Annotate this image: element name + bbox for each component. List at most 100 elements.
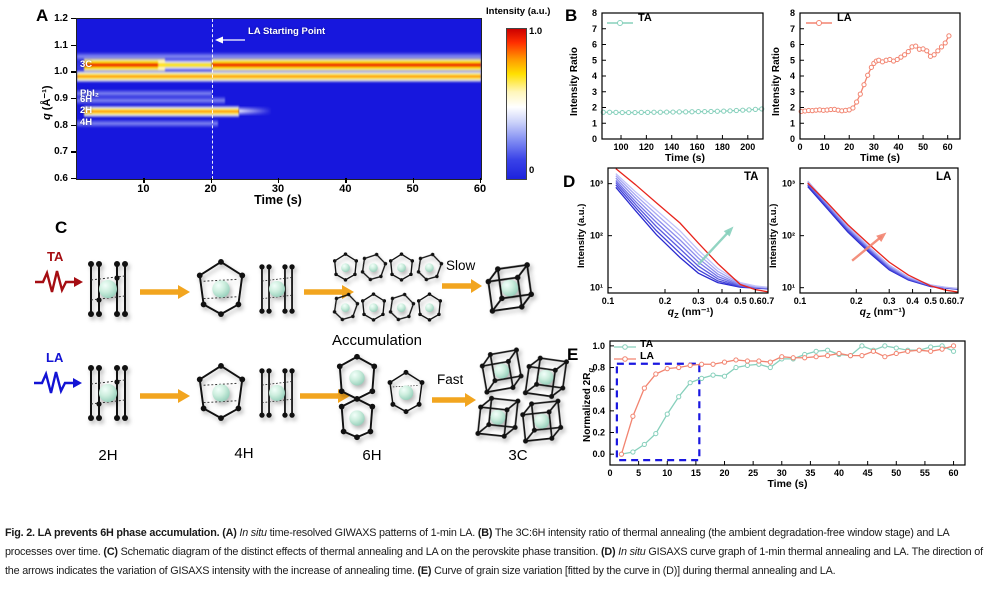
data-point (721, 359, 728, 365)
y-tick-label: 1 (790, 118, 795, 128)
x-tick-label: 5 (636, 468, 641, 478)
circle (368, 263, 378, 273)
chart-frame (799, 167, 959, 294)
a-x-tick-label: 20 (204, 183, 217, 195)
trend-arrow (697, 230, 731, 266)
x-tick-label: 120 (639, 142, 654, 152)
y-tick-label: 2 (592, 103, 597, 113)
heatmap-band (77, 118, 219, 128)
x-tick-label: 10 (662, 468, 672, 478)
circle (438, 299, 443, 303)
chart-b-ta: 100 120 140 160 180 200 0 1 2 3 4 5 6 7 8 (592, 8, 765, 152)
data-point (744, 358, 751, 364)
data-point (893, 350, 899, 357)
circle (490, 409, 506, 425)
circle (515, 398, 521, 404)
data-point (882, 343, 888, 349)
heatmap-band-label-4H: 4H (80, 117, 93, 128)
circle (399, 278, 404, 282)
y-tick-label: 1.0 (592, 341, 605, 351)
y-tick-label: 8 (592, 8, 597, 18)
legend-la-glyph (806, 20, 832, 26)
circle (340, 303, 350, 313)
data-point (913, 43, 919, 49)
data-point (699, 361, 705, 367)
y-tick-label: 0.0 (592, 449, 605, 459)
data-point (645, 109, 651, 115)
x-tick-label: 25 (748, 468, 758, 478)
circle (410, 259, 415, 263)
y-tick-label: 4 (790, 71, 795, 81)
x-tick-label: 200 (740, 142, 755, 152)
data-point (676, 364, 682, 371)
chart-d-la-corner: LA (936, 171, 952, 183)
a-y-tick-label: 0.9 (54, 93, 68, 104)
molecule-3c-cube (520, 398, 564, 444)
data-point (882, 354, 888, 360)
molecule-2h-small (259, 264, 295, 314)
circle (390, 272, 394, 277)
circle (360, 299, 365, 303)
data-point (664, 109, 670, 115)
circle (549, 435, 555, 441)
chart-d-ta-ylabel: Intensity (a.u.) (576, 203, 587, 268)
caption-segment: Schematic diagram of the distinct effect… (117, 546, 601, 558)
circle (407, 314, 411, 319)
circle (424, 263, 434, 273)
arrow-ta-1 (140, 285, 190, 299)
chart-frame (799, 12, 961, 140)
circle (494, 363, 510, 379)
qz-sub: Z (866, 311, 871, 321)
molecule-3c-cube (485, 262, 535, 314)
x-tick-label: 45 (863, 468, 873, 478)
panel-a-label: A (36, 6, 49, 25)
molecule-3c-cube (475, 395, 521, 439)
x-tick-label: 20 (844, 142, 854, 152)
circle (520, 412, 526, 418)
chart-b-la-ylabel: Intensity Ratio (771, 47, 782, 117)
legend-e-la-glyph (614, 356, 636, 362)
x-tick-label: 0.1 (602, 296, 615, 306)
circle (430, 252, 435, 257)
caption-segment: (E) (417, 565, 432, 577)
circle (518, 373, 524, 379)
chart-b-la-xlabel: Time (s) (859, 152, 901, 164)
circle (489, 395, 495, 401)
qz-q: q (859, 306, 867, 318)
panel-c-label: C (55, 218, 68, 237)
circle (368, 277, 373, 282)
panel-b-label: B (565, 6, 578, 25)
circle (505, 358, 511, 364)
data-point (870, 348, 876, 354)
a-x-tick (345, 178, 347, 183)
x-tick-label: 0.2 (850, 296, 863, 306)
circle (504, 407, 510, 413)
data-point (938, 44, 945, 50)
caption-segment: (C) (103, 546, 118, 558)
data-point (767, 359, 773, 365)
data-point (802, 355, 808, 361)
circle (355, 301, 360, 306)
data-point (653, 371, 659, 377)
circle (382, 299, 387, 303)
circle (537, 355, 543, 361)
circle (538, 369, 554, 385)
series-line-t7 (615, 173, 769, 288)
arrow-la-1 (140, 389, 190, 403)
y-tick-label: 0.2 (592, 428, 605, 438)
chart-d-la-xlabel: qZ (nm⁻¹) (840, 306, 925, 320)
molecule-3c-quad (474, 347, 569, 444)
caption-segment: Fig. 2. LA prevents 6H phase accumulatio… (5, 527, 223, 539)
x-tick-label: 0.6 (749, 296, 762, 306)
colorbar-max: 1.0 (529, 26, 543, 37)
data-point (847, 353, 854, 359)
data-point (695, 108, 701, 115)
data-point (857, 91, 863, 97)
phase-label-3c: 3C (508, 447, 528, 464)
molecule-6h-unit (416, 252, 444, 282)
data-point (632, 109, 638, 116)
heatmap-band (238, 106, 273, 116)
trend-arrow (851, 235, 883, 262)
chart-d-ta-xlabel: qZ (nm⁻¹) (648, 306, 733, 320)
